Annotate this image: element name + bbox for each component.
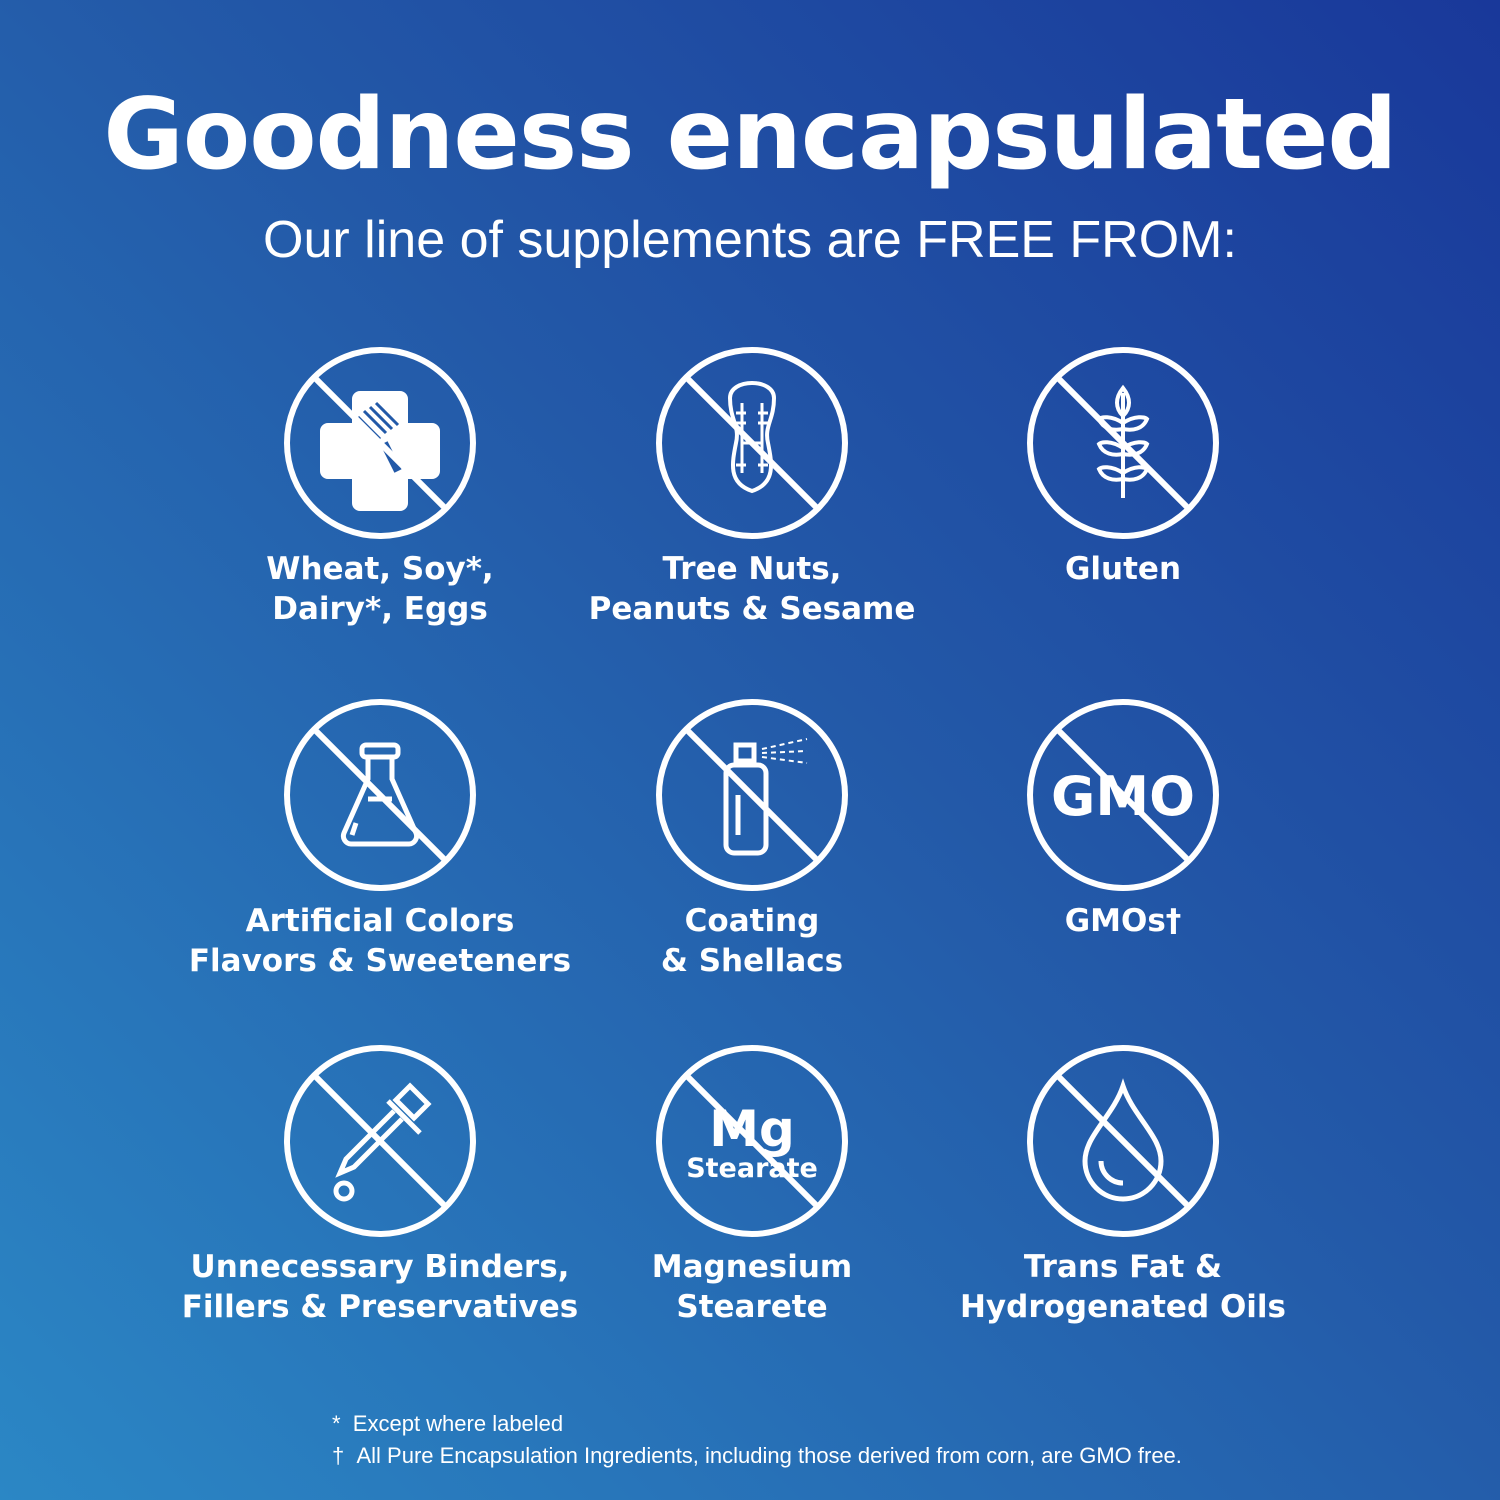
item-label: Unnecessary Binders, Fillers & Preservati… (170, 1247, 590, 1327)
item-label: Wheat, Soy*, Dairy*, Eggs (170, 549, 590, 629)
footnote-mark: * (332, 1411, 341, 1436)
item-label: Coating & Shellacs (542, 901, 962, 981)
item-label: Trans Fat & Hydrogenated Oils (913, 1247, 1333, 1327)
stearate-icon-text: Stearate (686, 1153, 818, 1184)
footnote-2: † All Pure Encapsulation Ingredients, in… (332, 1443, 1182, 1469)
item-label: GMOs† (913, 901, 1333, 941)
free-from-item: Coating & Shellacs (542, 697, 962, 981)
item-label-line: Hydrogenated Oils (959, 1289, 1286, 1325)
flask-icon (284, 699, 476, 891)
page-title: Goodness encapsulated (103, 78, 1397, 192)
item-label-line: Flavors & Sweeteners (188, 943, 572, 979)
free-from-item: Gluten (913, 345, 1333, 589)
free-from-item: Mg Stearate Magnesium Stearete (542, 1043, 962, 1327)
item-label-line: Trans Fat & (1023, 1249, 1223, 1285)
gmo-icon: GMO (1027, 699, 1219, 891)
item-label-line: Dairy*, Eggs (272, 591, 488, 627)
peanut-icon (656, 347, 848, 539)
item-label: Artificial Colors Flavors & Sweeteners (170, 901, 590, 981)
item-label-line: GMOs† (1064, 903, 1182, 939)
free-from-item: Trans Fat & Hydrogenated Oils (913, 1043, 1333, 1327)
item-label-line: Fillers & Preservatives (181, 1289, 579, 1325)
page-subtitle: Our line of supplements are FREE FROM: (263, 211, 1237, 269)
item-label-line: Coating (684, 903, 820, 939)
item-label: Magnesium Stearete (542, 1247, 962, 1327)
wheat-grain-icon (1027, 347, 1219, 539)
item-label-line: Peanuts & Sesame (588, 591, 916, 627)
item-label-line: Tree Nuts, (662, 551, 842, 587)
item-label: Tree Nuts, Peanuts & Sesame (542, 549, 962, 629)
item-label-line: Magnesium (651, 1249, 853, 1285)
footnote-text: All Pure Encapsulation Ingredients, incl… (356, 1443, 1182, 1468)
item-label-line: & Shellacs (660, 943, 844, 979)
item-label-line: Wheat, Soy*, (266, 551, 494, 587)
item-label-line: Stearete (676, 1289, 828, 1325)
free-from-item: Unnecessary Binders, Fillers & Preservati… (170, 1043, 590, 1327)
free-from-item: Tree Nuts, Peanuts & Sesame (542, 345, 962, 629)
item-label: Gluten (913, 549, 1333, 589)
dropper-icon (284, 1045, 476, 1237)
item-label-line: Artificial Colors (245, 903, 515, 939)
spray-can-icon (656, 699, 848, 891)
free-from-item: GMO GMOs† (913, 697, 1333, 941)
mg-stearate-icon: Mg Stearate (656, 1045, 848, 1237)
footnote-text: Except where labeled (352, 1411, 564, 1436)
item-label-line: Unnecessary Binders, (190, 1249, 570, 1285)
footnote-mark: † (332, 1443, 345, 1468)
item-label-line: Gluten (1064, 551, 1182, 587)
oil-drop-icon (1027, 1045, 1219, 1237)
free-from-item: Wheat, Soy*, Dairy*, Eggs (170, 345, 590, 629)
wheat-soy-dairy-eggs-icon (284, 347, 476, 539)
free-from-item: Artificial Colors Flavors & Sweeteners (170, 697, 590, 981)
footnote-1: * Except where labeled (332, 1411, 563, 1437)
